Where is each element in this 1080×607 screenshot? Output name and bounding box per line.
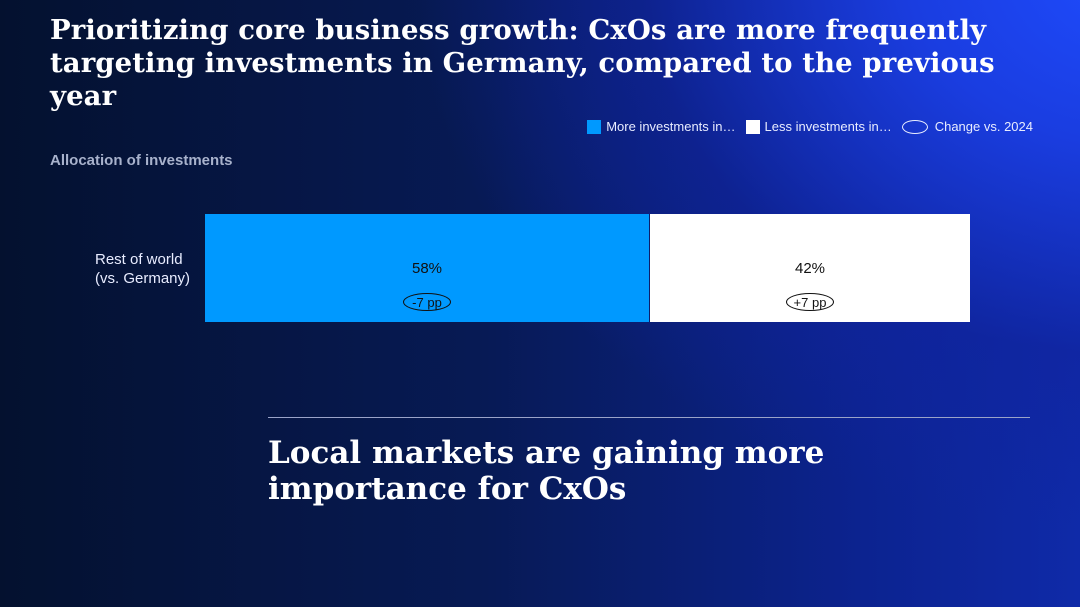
data-label-more: 58% <box>411 260 443 277</box>
legend-item-change: Change vs. 2024 <box>901 119 1033 134</box>
legend-label-less: Less investments in… <box>764 119 892 134</box>
bar-segment-less: 42% +7 pp <box>649 214 970 322</box>
divider <box>268 417 1030 418</box>
legend-swatch-more <box>587 119 602 134</box>
legend-swatch-change <box>901 119 928 134</box>
legend-label-change: Change vs. 2024 <box>934 119 1033 134</box>
legend-item-more: More investments in… <box>587 119 736 134</box>
legend-swatch-less <box>745 119 760 134</box>
change-badge-less: +7 pp <box>786 293 834 311</box>
takeaway-heading: Local markets are gaining more importanc… <box>268 435 825 507</box>
change-badge-more: -7 pp <box>403 293 451 311</box>
chart-legend: More investments in… Less investments in… <box>577 119 1033 134</box>
bar-segment-more: 58% -7 pp <box>205 214 649 322</box>
category-label-line-2: (vs. Germany) <box>95 270 191 287</box>
data-label-less: 42% <box>794 260 826 277</box>
page-title: Prioritizing core business growth: CxOs … <box>50 14 995 112</box>
category-label: Rest of world (vs. Germany) <box>95 250 190 288</box>
stacked-bar: 58% -7 pp 42% +7 pp <box>205 214 970 322</box>
chart-title: Allocation of investments <box>50 152 233 169</box>
category-label-line-1: Rest of world <box>95 251 183 268</box>
legend-item-less: Less investments in… <box>745 119 892 134</box>
legend-label-more: More investments in… <box>606 119 736 134</box>
